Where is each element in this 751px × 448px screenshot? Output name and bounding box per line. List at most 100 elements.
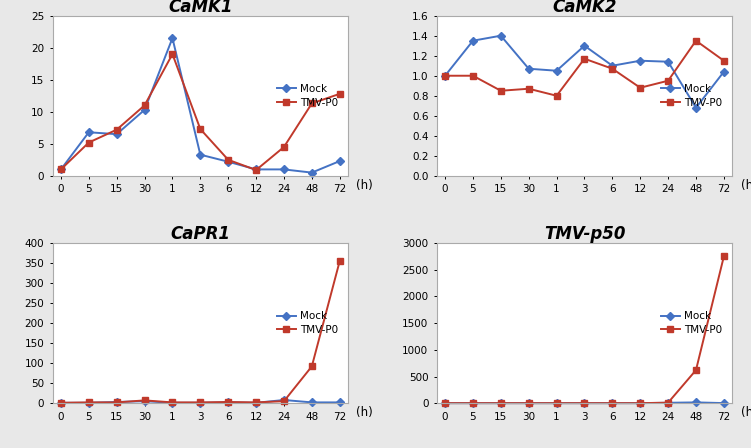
TMV-P0 bbox=[112, 127, 121, 132]
Mock bbox=[335, 159, 344, 164]
Mock bbox=[56, 400, 65, 405]
Line: TMV-P0: TMV-P0 bbox=[442, 254, 727, 406]
Line: TMV-P0: TMV-P0 bbox=[58, 52, 342, 173]
Legend: Mock, TMV-P0: Mock, TMV-P0 bbox=[275, 309, 340, 337]
TMV-P0 bbox=[307, 364, 316, 369]
Mock bbox=[496, 33, 505, 39]
TMV-P0 bbox=[636, 85, 645, 90]
Legend: Mock, TMV-P0: Mock, TMV-P0 bbox=[659, 82, 724, 110]
TMV-P0 bbox=[252, 400, 261, 405]
TMV-P0 bbox=[196, 126, 205, 132]
Title: CaMK2: CaMK2 bbox=[552, 0, 617, 16]
Mock bbox=[664, 400, 673, 405]
TMV-P0 bbox=[524, 401, 533, 406]
Mock bbox=[196, 152, 205, 157]
Line: Mock: Mock bbox=[58, 35, 342, 175]
Mock bbox=[692, 105, 701, 111]
TMV-P0 bbox=[552, 93, 561, 99]
Mock bbox=[608, 401, 617, 406]
Mock bbox=[112, 399, 121, 405]
TMV-P0 bbox=[56, 400, 65, 405]
TMV-P0 bbox=[469, 73, 478, 78]
Mock bbox=[580, 43, 589, 48]
Line: TMV-P0: TMV-P0 bbox=[442, 38, 727, 99]
Mock bbox=[112, 132, 121, 137]
Text: (h): (h) bbox=[740, 179, 751, 192]
TMV-P0 bbox=[719, 58, 728, 64]
Title: CaMK1: CaMK1 bbox=[168, 0, 233, 16]
TMV-P0 bbox=[112, 400, 121, 405]
Mock bbox=[441, 73, 450, 78]
TMV-P0 bbox=[552, 401, 561, 406]
Text: (h): (h) bbox=[357, 406, 373, 419]
Line: Mock: Mock bbox=[442, 400, 727, 406]
Mock bbox=[636, 58, 645, 64]
Mock bbox=[524, 401, 533, 406]
TMV-P0 bbox=[307, 101, 316, 106]
TMV-P0 bbox=[580, 56, 589, 61]
TMV-P0 bbox=[335, 258, 344, 264]
TMV-P0 bbox=[252, 168, 261, 173]
Mock bbox=[168, 35, 177, 41]
Mock bbox=[552, 401, 561, 406]
Legend: Mock, TMV-P0: Mock, TMV-P0 bbox=[659, 309, 724, 337]
TMV-P0 bbox=[469, 401, 478, 406]
TMV-P0 bbox=[441, 401, 450, 406]
TMV-P0 bbox=[140, 103, 149, 108]
Mock bbox=[279, 397, 288, 403]
TMV-P0 bbox=[168, 52, 177, 57]
Mock bbox=[335, 400, 344, 405]
Mock bbox=[224, 159, 233, 164]
Mock bbox=[469, 38, 478, 43]
Mock bbox=[140, 399, 149, 404]
Mock bbox=[56, 167, 65, 172]
Mock bbox=[196, 400, 205, 405]
Mock bbox=[140, 107, 149, 112]
Text: (h): (h) bbox=[740, 406, 751, 419]
Legend: Mock, TMV-P0: Mock, TMV-P0 bbox=[275, 82, 340, 110]
Line: Mock: Mock bbox=[442, 33, 727, 111]
TMV-P0 bbox=[608, 401, 617, 406]
Title: CaPR1: CaPR1 bbox=[170, 225, 231, 243]
TMV-P0 bbox=[84, 140, 93, 145]
TMV-P0 bbox=[441, 73, 450, 78]
Mock bbox=[469, 401, 478, 406]
Mock bbox=[496, 401, 505, 406]
Mock bbox=[307, 170, 316, 175]
Mock bbox=[636, 401, 645, 406]
Mock bbox=[552, 68, 561, 73]
Mock bbox=[719, 401, 728, 406]
TMV-P0 bbox=[224, 399, 233, 405]
TMV-P0 bbox=[664, 78, 673, 83]
TMV-P0 bbox=[140, 398, 149, 403]
TMV-P0 bbox=[719, 254, 728, 259]
Mock bbox=[524, 66, 533, 71]
TMV-P0 bbox=[664, 400, 673, 405]
Mock bbox=[252, 167, 261, 172]
TMV-P0 bbox=[279, 144, 288, 150]
TMV-P0 bbox=[196, 400, 205, 405]
TMV-P0 bbox=[636, 401, 645, 406]
Mock bbox=[84, 400, 93, 405]
Mock bbox=[580, 401, 589, 406]
Title: TMV-p50: TMV-p50 bbox=[544, 225, 626, 243]
Line: TMV-P0: TMV-P0 bbox=[58, 258, 342, 405]
Mock bbox=[441, 401, 450, 406]
Line: Mock: Mock bbox=[58, 397, 342, 405]
Mock bbox=[664, 59, 673, 65]
TMV-P0 bbox=[279, 399, 288, 404]
Mock bbox=[84, 129, 93, 135]
TMV-P0 bbox=[84, 400, 93, 405]
TMV-P0 bbox=[580, 401, 589, 406]
TMV-P0 bbox=[56, 167, 65, 172]
Mock bbox=[608, 63, 617, 69]
Mock bbox=[719, 69, 728, 74]
Mock bbox=[279, 167, 288, 172]
TMV-P0 bbox=[608, 66, 617, 71]
TMV-P0 bbox=[496, 401, 505, 406]
TMV-P0 bbox=[168, 400, 177, 405]
TMV-P0 bbox=[496, 88, 505, 94]
TMV-P0 bbox=[692, 38, 701, 43]
Mock bbox=[307, 400, 316, 405]
Text: (h): (h) bbox=[357, 179, 373, 192]
